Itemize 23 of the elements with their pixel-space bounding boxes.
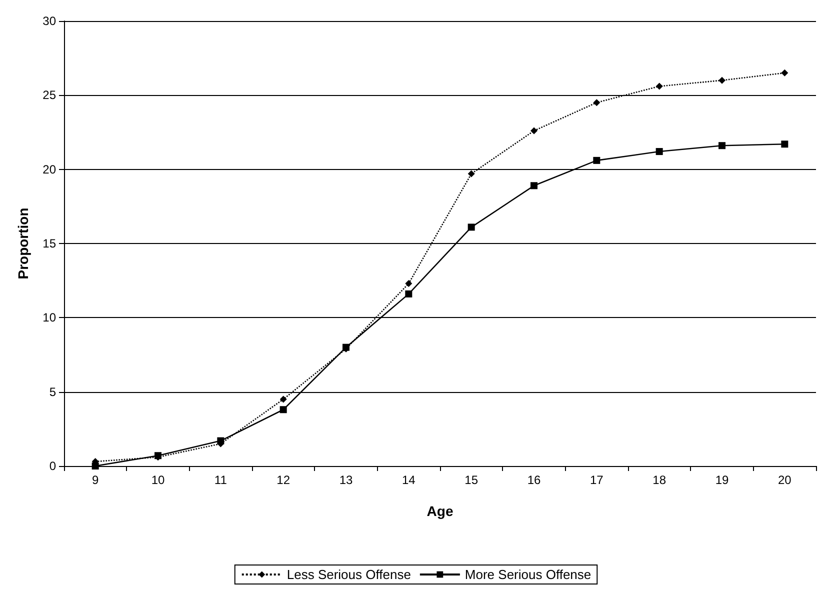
x-tick-label: 11	[214, 473, 228, 487]
legend-label: More Serious Offense	[464, 567, 592, 582]
x-tick-label: 12	[276, 473, 290, 487]
y-axis-title: Proportion	[15, 208, 31, 280]
legend-label: Less Serious Offense	[286, 567, 411, 582]
x-tick-label: 17	[590, 473, 604, 487]
x-tick-label: 14	[402, 473, 416, 487]
y-tick-label: 25	[42, 88, 56, 102]
x-tick-label: 10	[151, 473, 165, 487]
y-tick-label: 10	[42, 310, 56, 325]
y-tick-label: 30	[42, 14, 56, 28]
x-tick-label: 15	[464, 473, 478, 487]
y-tick-label: 20	[42, 162, 56, 176]
x-tick-label: 19	[715, 473, 729, 487]
y-tick-label: 5	[49, 384, 56, 399]
x-tick-label: 18	[652, 473, 666, 487]
y-tick-label: 15	[42, 236, 56, 250]
x-tick-label: 13	[339, 473, 353, 487]
x-axis-title: Age	[426, 503, 454, 519]
y-tick-label: 0	[49, 459, 56, 473]
x-tick-label: 16	[527, 473, 541, 487]
x-tick-label: 20	[778, 473, 792, 487]
x-tick-label: 9	[92, 473, 99, 487]
